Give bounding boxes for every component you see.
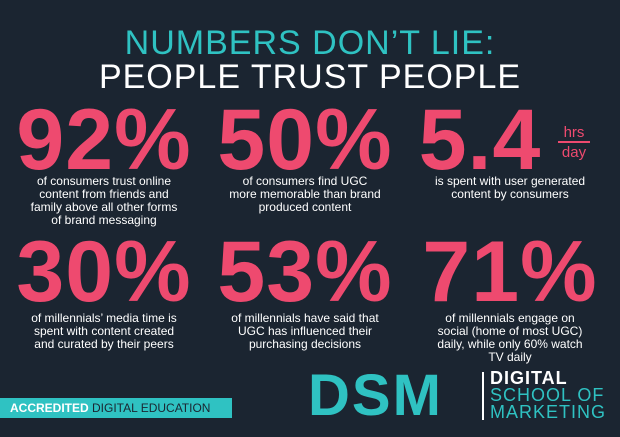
brand-line: SCHOOL OF bbox=[490, 385, 605, 405]
description-line: of consumers find UGC bbox=[242, 174, 368, 188]
stat-figure: 30% bbox=[16, 224, 192, 320]
stat-figure: 92% bbox=[16, 92, 192, 188]
stat-description: of consumers trust online content from fr… bbox=[4, 175, 204, 227]
stat-figure: 5.4 bbox=[418, 92, 542, 188]
description-line: of millennials have said that bbox=[231, 311, 379, 325]
brand: DIGITAL SCHOOL OF MARKETING bbox=[490, 368, 607, 422]
description-line: is spent with user generated bbox=[434, 174, 586, 188]
unit: day bbox=[561, 144, 587, 161]
description-line: produced content bbox=[258, 200, 352, 214]
stat-description: of millennials’ media time is spent with … bbox=[4, 312, 204, 351]
description-line: spent with content created bbox=[33, 324, 175, 338]
stat-figure: 53% bbox=[217, 224, 393, 320]
description-line: purchasing decisions bbox=[248, 337, 362, 351]
badge-text: DIGITAL EDUCATION bbox=[92, 401, 211, 415]
description-line: TV daily bbox=[488, 350, 532, 364]
stat-description: of millennials have said that UGC has inf… bbox=[205, 312, 405, 351]
stat-description: of consumers find UGC more memorable than… bbox=[205, 175, 405, 214]
description-line: content by consumers bbox=[451, 187, 569, 201]
description-line: daily, while only 60% watch bbox=[437, 337, 583, 351]
title-line: PEOPLE TRUST PEOPLE bbox=[98, 58, 522, 96]
stat-figure: 50% bbox=[217, 92, 393, 188]
description-line: of millennials engage on bbox=[445, 311, 575, 325]
description-line: social (home of most UGC) bbox=[437, 324, 583, 338]
brand-line: DIGITAL bbox=[490, 368, 568, 388]
description-line: and curated by their peers bbox=[34, 337, 174, 351]
stat-description: of millennials engage on social (home of … bbox=[410, 312, 610, 364]
logo: DSM bbox=[308, 363, 443, 428]
stat-figure: 71% bbox=[422, 224, 598, 320]
title-line: NUMBERS DON’T LIE: bbox=[124, 24, 496, 62]
description-line: UGC has influenced their bbox=[237, 324, 373, 338]
stat-description: is spent with user generated content by c… bbox=[410, 175, 610, 201]
description-line: content from friends and bbox=[39, 187, 169, 201]
badge-bold: ACCREDITED bbox=[10, 401, 89, 415]
badge: ACCREDITED DIGITAL EDUCATION bbox=[0, 398, 232, 418]
separator bbox=[482, 372, 484, 420]
description-line: of millennials’ media time is bbox=[31, 311, 177, 325]
unit: hrs bbox=[558, 124, 590, 143]
description-line: of consumers trust online bbox=[36, 174, 172, 188]
description-line: of brand messaging bbox=[51, 213, 157, 227]
description-line: more memorable than brand bbox=[229, 187, 381, 201]
description-line: family above all other forms bbox=[30, 200, 178, 214]
brand-line: MARKETING bbox=[490, 402, 607, 422]
